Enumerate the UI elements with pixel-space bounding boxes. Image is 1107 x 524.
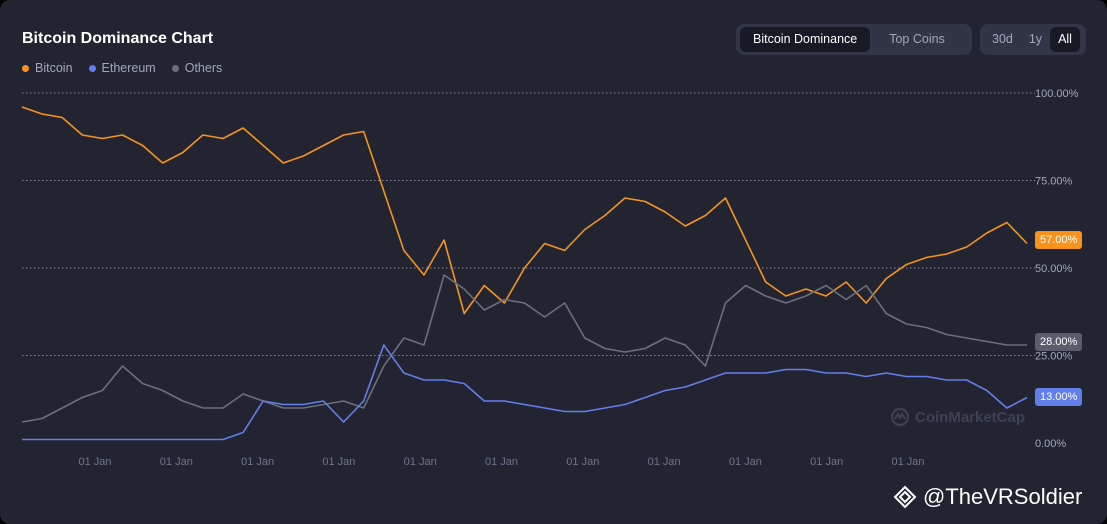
legend-item-bitcoin[interactable]: Bitcoin [22,61,73,75]
legend-label-ethereum: Ethereum [101,61,156,75]
x-tick-label: 01 Jan [160,456,193,468]
signature-text: @TheVRSoldier [923,484,1083,509]
x-tick-label: 01 Jan [566,456,599,468]
chart-title: Bitcoin Dominance Chart [22,30,214,47]
others-value-badge: 28.00% [1035,333,1083,351]
legend-item-others[interactable]: Others [171,61,223,75]
y-tick-label: 25.00% [1035,351,1073,363]
x-tick-label: 01 Jan [78,456,111,468]
legend: Bitcoin Ethereum Others [22,61,222,75]
author-signature: @TheVRSoldier [893,484,1082,510]
ethereum-value-badge: 13.00% [1035,388,1083,406]
series-line-ethereum [22,344,1028,441]
x-tick-label: 01 Jan [404,456,437,468]
range-all[interactable]: All [1050,27,1080,52]
bitcoin-value-badge: 57.00% [1035,231,1083,249]
legend-dot-ethereum [88,64,96,72]
x-tick-label: 01 Jan [891,456,924,468]
y-tick-label: 0.00% [1035,438,1066,450]
y-tick-label: 100.00% [1035,88,1079,100]
diamond-logo-icon [893,485,917,509]
range-1y[interactable]: 1y [1028,32,1043,46]
legend-label-bitcoin: Bitcoin [35,61,73,75]
legend-item-ethereum[interactable]: Ethereum [88,61,156,75]
x-tick-label: 01 Jan [485,456,518,468]
legend-dot-others [171,64,179,72]
view-toggle: Bitcoin Dominance Top Coins [736,24,972,55]
coinmarketcap-watermark: CoinMarketCap [890,407,1025,427]
legend-dot-bitcoin [22,64,29,72]
range-30d[interactable]: 30d [992,32,1013,46]
x-tick-label: 01 Jan [241,456,274,468]
x-tick-label: 01 Jan [322,456,355,468]
x-tick-label: 01 Jan [729,456,762,468]
tab-bitcoin-dominance[interactable]: Bitcoin Dominance [740,27,871,52]
x-tick-label: 01 Jan [810,456,843,468]
legend-label-others: Others [184,61,223,75]
tab-top-coins[interactable]: Top Coins [889,32,945,46]
range-toggle: 30d 1y All [980,24,1086,55]
series-line-bitcoin [21,106,1028,315]
series-line-others [21,274,1027,423]
coinmarketcap-logo-icon [890,407,910,427]
y-tick-label: 50.00% [1035,263,1073,275]
x-tick-label: 01 Jan [648,456,681,468]
y-tick-label: 75.00% [1035,176,1073,188]
watermark-text: CoinMarketCap [915,408,1026,426]
